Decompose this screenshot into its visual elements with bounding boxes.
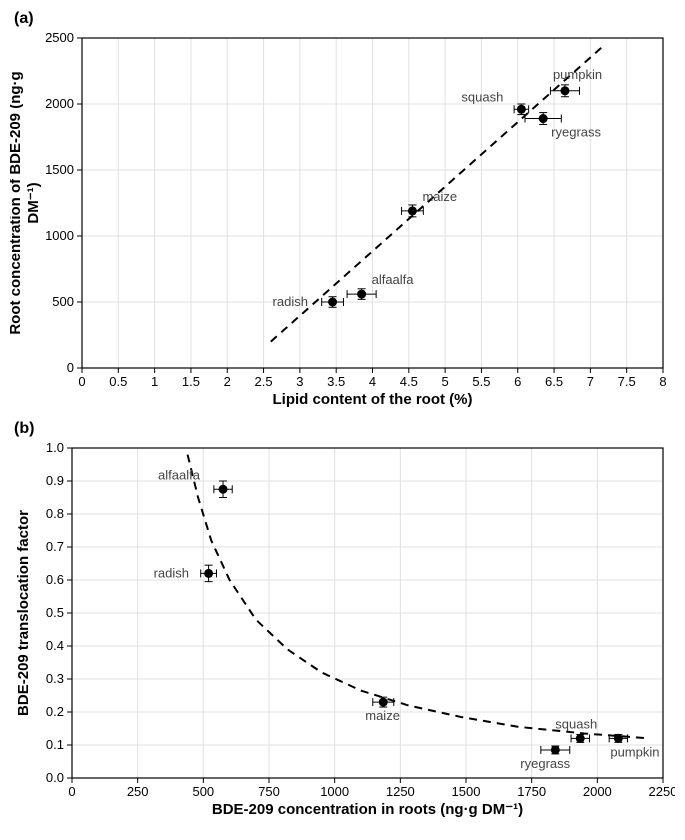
y-tick-label: 0.1 [46,737,64,752]
x-tick-label: 4 [369,374,376,389]
y-tick-label: 2000 [45,96,74,111]
x-tick-label: 3 [296,374,303,389]
x-tick-label: 1250 [386,784,415,799]
point-label: alfaalfa [372,272,415,287]
panel-b-label: (b) [14,420,675,438]
chart-a: 0 0.5 1 1.5 2 2.5 3 3.5 4 4.5 5 5.5 6 6.5 7 7.5 8 0 500 100… [10,30,675,410]
data-point [560,86,569,95]
y-tick-label: 2500 [45,30,74,45]
point-label: squash [555,716,597,731]
data-point [614,734,623,743]
data-point [539,114,548,123]
y-tick-label: 0.9 [46,473,64,488]
point-label: pumpkin [553,67,602,82]
x-tick-label: 0 [68,784,75,799]
x-tick-label: 1000 [320,784,349,799]
x-axis-label: BDE-209 concentration in roots (ng·g DM⁻… [212,801,523,818]
x-tick-label: 1500 [452,784,481,799]
x-tick-label: 1 [151,374,158,389]
y-tick-label: 0.6 [46,572,64,587]
x-tick-label: 8 [659,374,666,389]
x-tick-label: 6 [514,374,521,389]
point-label: ryegrass [520,756,570,771]
y-tick-label: 0 [67,360,74,375]
y-tick-label: 0.0 [46,770,64,785]
x-tick-label: 6.5 [545,374,563,389]
x-tick-label: 500 [192,784,214,799]
x-tick-label: 2000 [583,784,612,799]
point-label: maize [365,708,400,723]
y-tick-label: 1000 [45,228,74,243]
data-point [219,485,228,494]
point-label: maize [422,189,457,204]
x-tick-label: 3.5 [327,374,345,389]
x-tick-label: 1.5 [182,374,200,389]
data-point [576,734,585,743]
data-point [551,745,560,754]
x-tick-label: 2.5 [255,374,273,389]
point-label: ryegrass [551,125,601,140]
y-tick-label: 0.7 [46,539,64,554]
data-point [379,698,388,707]
x-tick-label: 1750 [517,784,546,799]
point-label: squash [461,89,503,104]
x-tick-label: 5.5 [472,374,490,389]
y-tick-label: 1.0 [46,440,64,455]
x-tick-label: 7.5 [618,374,636,389]
y-axis-label: Root concentration of BDE-209 (ng·gDM⁻¹) [10,71,42,334]
data-point [357,290,366,299]
data-point [328,298,337,307]
y-tick-label: 1500 [45,162,74,177]
x-tick-label: 0.5 [109,374,127,389]
y-tick-label: 0.3 [46,671,64,686]
x-tick-label: 7 [587,374,594,389]
x-tick-label: 750 [258,784,280,799]
y-tick-label: 0.8 [46,506,64,521]
x-tick-label: 2 [224,374,231,389]
x-tick-label: 2250 [649,784,675,799]
data-point [408,206,417,215]
x-axis-label: Lipid content of the root (%) [273,391,473,408]
x-tick-label: 5 [442,374,449,389]
data-point [517,105,526,114]
y-tick-label: 0.4 [46,638,64,653]
y-axis-label: BDE-209 translocation factor [15,510,32,716]
x-tick-label: 4.5 [400,374,418,389]
x-tick-label: 0 [78,374,85,389]
point-label: alfaalfa [158,467,201,482]
point-label: radish [154,565,189,580]
x-tick-label: 250 [127,784,149,799]
point-label: radish [273,294,308,309]
panel-a-label: (a) [14,10,675,28]
chart-b: 0 250 500 750 1000 1250 1500 1750 2000 2250 0.0 0.1… [10,440,675,820]
point-label: pumpkin [610,744,659,759]
y-tick-label: 0.2 [46,704,64,719]
y-tick-label: 0.5 [46,605,64,620]
data-point [204,569,213,578]
y-tick-label: 500 [52,294,74,309]
